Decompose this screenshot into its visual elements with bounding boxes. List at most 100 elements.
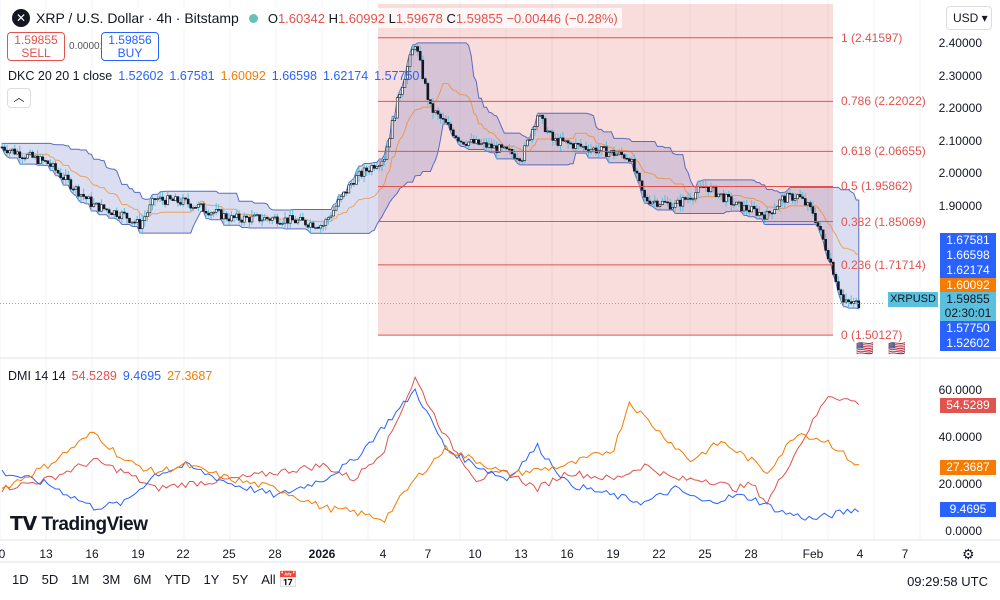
sell-button[interactable]: 1.59855 SELL (7, 32, 65, 61)
time-axis-tick: 25 (222, 547, 236, 561)
range-button-1m[interactable]: 1M (71, 572, 90, 587)
candle (138, 219, 141, 230)
candle (46, 160, 50, 165)
candle (737, 201, 741, 204)
candle (546, 130, 550, 133)
candle (696, 186, 700, 194)
collapse-legend-button[interactable]: ︿ (7, 88, 31, 108)
candle (327, 217, 330, 220)
range-button-ytd[interactable]: YTD (164, 572, 191, 587)
buy-button[interactable]: 1.59856 BUY (101, 32, 159, 61)
time-axis-tick: 19 (131, 547, 145, 561)
candle (806, 202, 810, 206)
candle (834, 274, 838, 282)
time-axis-tick: 19 (606, 547, 620, 561)
candle (477, 139, 481, 145)
fib-level-label: 1 (2.41597) (841, 30, 903, 45)
candle (740, 201, 743, 212)
candle (395, 97, 399, 119)
price-axis-tick: 2.00000 (938, 166, 982, 180)
us-event-flag-icon[interactable]: 🇺🇸 (888, 340, 906, 356)
price-axis-tick: 2.20000 (938, 101, 982, 115)
plus-di-label: 9.4695 (940, 502, 996, 517)
date-range-calendar-icon[interactable]: 📅 (278, 572, 298, 589)
currency-select[interactable]: USD ▾ (946, 6, 992, 30)
candle (258, 214, 261, 222)
candle (536, 115, 539, 127)
candle (495, 145, 499, 153)
candle (714, 186, 718, 197)
candle (367, 170, 371, 173)
candle (329, 215, 333, 219)
candle (503, 146, 506, 149)
candle (436, 110, 440, 115)
candle (77, 186, 80, 197)
candle (589, 149, 593, 153)
time-axis-tick: 28 (268, 547, 282, 561)
candle (278, 223, 282, 225)
dmi-indicator-legend[interactable]: DMI 14 14 54.5289 9.4695 27.3687 (8, 369, 213, 383)
candle (15, 151, 19, 155)
candle (286, 217, 289, 224)
candle (594, 147, 598, 154)
range-button-3m[interactable]: 3M (102, 572, 121, 587)
candle (745, 205, 748, 211)
range-button-all[interactable]: All (261, 572, 276, 587)
candle (74, 186, 78, 190)
candle (487, 143, 491, 148)
candle (217, 209, 221, 211)
time-axis-tick: 7 (424, 547, 432, 561)
candle (548, 130, 552, 133)
candle (365, 167, 368, 172)
candle (615, 153, 618, 156)
candle (370, 165, 374, 172)
candle (107, 209, 111, 214)
candle (146, 212, 149, 218)
price-axis-tick: 1.90000 (938, 198, 982, 213)
candle (678, 199, 682, 207)
range-button-5y[interactable]: 5Y (232, 572, 249, 587)
candle (668, 202, 672, 210)
candle (202, 203, 205, 212)
candle (622, 154, 626, 159)
candle (334, 205, 338, 211)
candle (816, 222, 820, 227)
range-button-1d[interactable]: 1D (12, 572, 29, 587)
candle (372, 165, 376, 169)
candle (717, 193, 720, 197)
candle (21, 157, 24, 160)
symbol-title[interactable]: XRP / U.S. Dollar · 4h · Bitstamp (36, 10, 239, 26)
candle (538, 114, 542, 117)
candle (755, 208, 759, 216)
price-label-upper: 1.67581 (940, 233, 996, 248)
time-axis-tick: 10 (468, 547, 482, 561)
dkc-indicator-legend[interactable]: DKC 20 20 1 close 1.52602 1.67581 1.60092… (8, 69, 420, 83)
candle (123, 211, 126, 214)
clock[interactable]: 09:29:58 UTC (907, 574, 988, 589)
candle (406, 66, 409, 80)
candle (513, 153, 516, 159)
range-button-5d[interactable]: 5D (41, 572, 59, 587)
candle (681, 197, 685, 207)
candle (220, 209, 223, 220)
candle (801, 196, 805, 199)
candle (166, 195, 170, 205)
candle (707, 186, 710, 193)
us-event-flag-icon[interactable]: 🇺🇸 (856, 340, 874, 356)
range-button-1y[interactable]: 1Y (203, 572, 220, 587)
candle (500, 144, 504, 148)
candle (457, 137, 460, 142)
candle (319, 225, 323, 229)
symbol-header: ✕ XRP / U.S. Dollar · 4h · Bitstamp O1.6… (8, 8, 622, 28)
candle (100, 204, 103, 212)
candle (102, 204, 106, 210)
candle (857, 300, 861, 308)
candle (311, 222, 315, 228)
range-button-6m[interactable]: 6M (133, 572, 152, 587)
candle (819, 225, 822, 231)
candle (189, 203, 192, 209)
candle (309, 222, 312, 228)
candle (854, 300, 858, 303)
settings-icon[interactable]: ⚙ (962, 546, 975, 562)
